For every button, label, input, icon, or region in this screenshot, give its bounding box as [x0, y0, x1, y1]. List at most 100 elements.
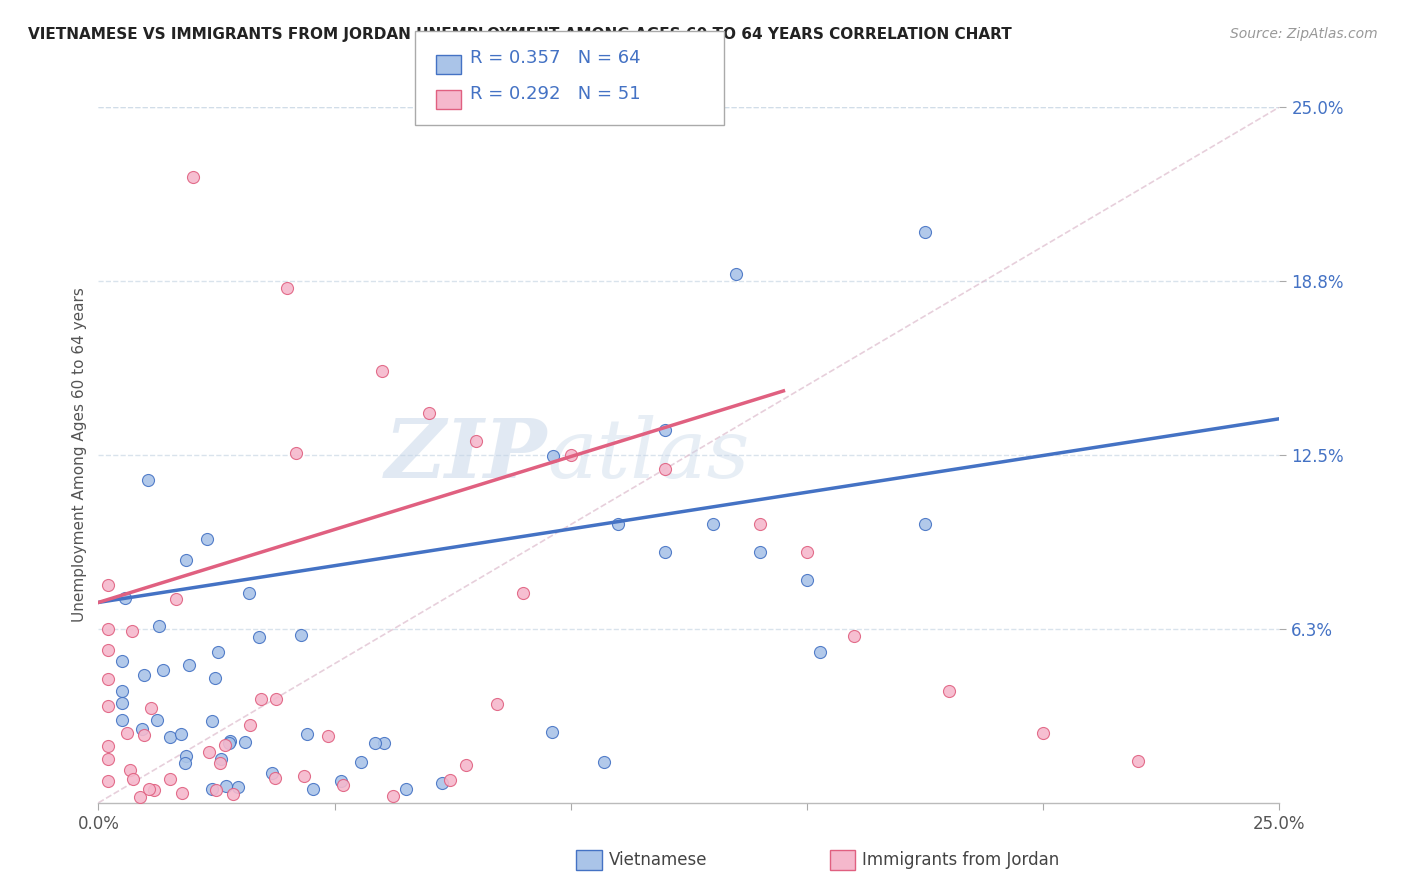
Point	[432, 775, 454, 789]
Point	[748, 517, 770, 532]
Point	[204, 671, 226, 685]
Point	[97, 623, 120, 637]
Point	[97, 699, 120, 714]
Point	[593, 755, 616, 769]
Point	[97, 643, 120, 657]
Text: Vietnamese: Vietnamese	[609, 851, 707, 869]
Point	[725, 267, 748, 281]
Point	[465, 434, 488, 448]
Point	[97, 672, 120, 686]
Point	[485, 697, 508, 711]
Point	[808, 645, 831, 659]
Point	[208, 756, 231, 770]
Point	[132, 668, 155, 682]
Point	[249, 691, 271, 706]
Point	[332, 778, 354, 792]
Point	[330, 773, 353, 788]
Point	[122, 772, 145, 787]
Point	[111, 654, 134, 668]
Point	[207, 645, 229, 659]
Point	[97, 774, 120, 789]
Point	[914, 225, 936, 239]
Point	[607, 517, 630, 532]
Point	[120, 763, 142, 777]
Point	[796, 573, 818, 587]
Point	[540, 724, 562, 739]
Point	[222, 787, 245, 801]
Point	[136, 473, 159, 487]
Point	[111, 696, 134, 710]
Point	[233, 735, 256, 749]
Point	[215, 780, 238, 794]
Point	[204, 782, 226, 797]
Point	[914, 517, 936, 532]
Point	[290, 628, 312, 642]
Text: R = 0.357   N = 64: R = 0.357 N = 64	[470, 49, 640, 67]
Point	[285, 445, 308, 459]
Text: ZIP: ZIP	[385, 415, 547, 495]
Point	[214, 738, 236, 752]
Point	[247, 630, 270, 644]
Point	[1126, 754, 1149, 768]
Point	[131, 722, 153, 736]
Point	[209, 752, 232, 766]
Point	[198, 745, 221, 759]
Text: VIETNAMESE VS IMMIGRANTS FROM JORDAN UNEMPLOYMENT AMONG AGES 60 TO 64 YEARS CORR: VIETNAMESE VS IMMIGRANTS FROM JORDAN UNE…	[28, 27, 1012, 42]
Point	[170, 727, 193, 741]
Point	[560, 448, 582, 462]
Point	[228, 780, 250, 794]
Point	[748, 545, 770, 559]
Point	[146, 714, 169, 728]
Point	[139, 700, 162, 714]
Point	[844, 629, 866, 643]
Point	[456, 758, 478, 772]
Point	[512, 586, 534, 600]
Point	[364, 736, 387, 750]
Point	[152, 663, 174, 677]
Point	[97, 578, 120, 592]
Y-axis label: Unemployment Among Ages 60 to 64 years: Unemployment Among Ages 60 to 64 years	[72, 287, 87, 623]
Point	[264, 691, 287, 706]
Point	[111, 683, 134, 698]
Point	[276, 281, 298, 295]
Point	[129, 789, 152, 804]
Point	[181, 169, 204, 184]
Point	[541, 450, 564, 464]
Point	[654, 423, 676, 437]
Point	[316, 730, 339, 744]
Point	[97, 752, 120, 766]
Point	[350, 755, 373, 769]
Point	[142, 783, 165, 797]
Point	[371, 364, 394, 378]
Point	[654, 462, 676, 476]
Point	[1032, 726, 1054, 740]
Text: R = 0.292   N = 51: R = 0.292 N = 51	[470, 85, 640, 103]
Point	[218, 736, 240, 750]
Point	[302, 781, 325, 796]
Point	[159, 730, 181, 744]
Point	[201, 714, 224, 728]
Point	[176, 748, 198, 763]
Point	[218, 734, 240, 748]
Point	[197, 532, 219, 546]
Point	[165, 591, 187, 606]
Point	[263, 772, 285, 786]
Point	[654, 545, 676, 559]
Point	[121, 624, 143, 638]
Point	[201, 781, 224, 796]
Point	[173, 756, 195, 770]
Point	[382, 789, 405, 804]
Point	[238, 586, 260, 600]
Text: Immigrants from Jordan: Immigrants from Jordan	[862, 851, 1059, 869]
Point	[297, 726, 319, 740]
Point	[439, 773, 461, 788]
Text: atlas: atlas	[547, 415, 749, 495]
Point	[796, 545, 818, 559]
Point	[132, 728, 155, 742]
Point	[138, 782, 160, 797]
Point	[97, 739, 120, 754]
Point	[239, 718, 262, 732]
Point	[260, 766, 283, 780]
Point	[395, 781, 418, 796]
Point	[702, 517, 724, 532]
